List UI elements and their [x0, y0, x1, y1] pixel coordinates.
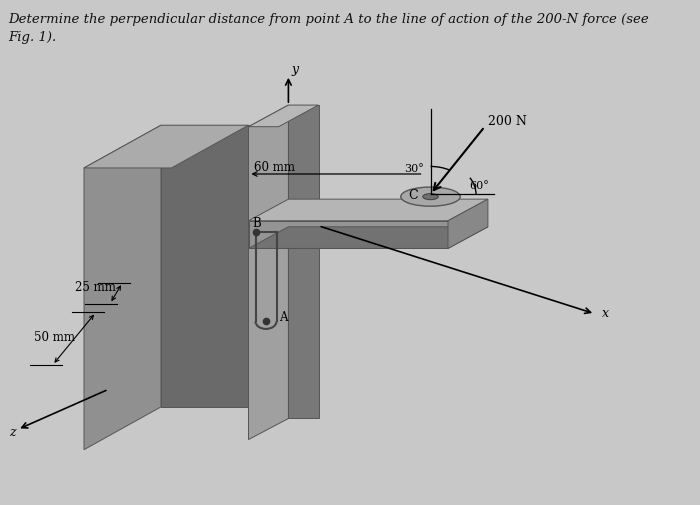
Text: 25 mm: 25 mm — [75, 280, 116, 293]
Text: A: A — [279, 311, 288, 324]
Text: Determine the perpendicular distance from point A to the line of action of the 2: Determine the perpendicular distance fro… — [8, 13, 649, 44]
Text: 60°: 60° — [469, 181, 489, 191]
Polygon shape — [248, 106, 288, 440]
Text: z: z — [9, 425, 15, 438]
Polygon shape — [248, 200, 488, 221]
Polygon shape — [288, 106, 318, 419]
Text: 30°: 30° — [404, 163, 424, 173]
Text: B: B — [252, 216, 260, 229]
Polygon shape — [448, 200, 488, 249]
Text: 200 N: 200 N — [489, 115, 527, 128]
Polygon shape — [248, 227, 488, 249]
Text: x: x — [602, 307, 609, 320]
Text: 50 mm: 50 mm — [34, 330, 75, 343]
Text: 60 mm: 60 mm — [254, 161, 295, 174]
Text: y: y — [291, 63, 298, 76]
Polygon shape — [248, 221, 448, 249]
Polygon shape — [84, 126, 248, 169]
Polygon shape — [84, 126, 161, 450]
Text: C: C — [408, 189, 418, 201]
Ellipse shape — [423, 194, 438, 200]
Ellipse shape — [400, 188, 461, 207]
Polygon shape — [248, 106, 318, 127]
Polygon shape — [161, 126, 248, 407]
